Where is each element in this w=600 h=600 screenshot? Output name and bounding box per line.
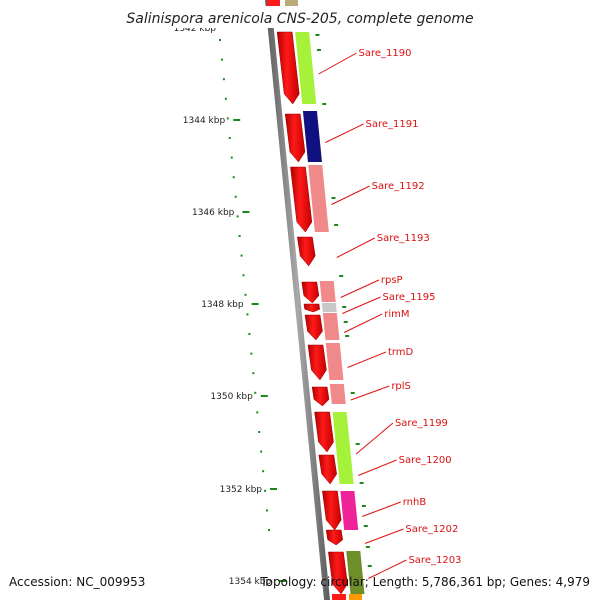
- cds-arrow: [322, 490, 342, 531]
- genome-backbone: [265, 0, 330, 600]
- scale-label: 1350 kbp: [210, 392, 253, 402]
- cds-arrow: [301, 281, 320, 304]
- label-leader: [358, 459, 397, 476]
- function-box: [322, 313, 340, 340]
- function-box: [308, 165, 329, 232]
- cds-arrow: [328, 551, 348, 595]
- label-leader: [318, 52, 357, 75]
- label-leader: [362, 501, 401, 517]
- function-box: [321, 303, 337, 312]
- gene-labels: Sare_1190 Sare_1191 Sare_1192 Sare_1193 rpsP…: [359, 48, 462, 566]
- accession-text: Accession: NC_009953: [9, 575, 145, 589]
- cds-arrow: [318, 454, 337, 485]
- map-title: Salinispora arenicola CNS-205, complete …: [126, 11, 473, 27]
- function-box: [302, 111, 322, 162]
- gene-label[interactable]: Sare_1203: [408, 555, 461, 566]
- scale-label: 1354 kbp: [229, 577, 272, 587]
- cds-arrow: [311, 386, 330, 407]
- scale-label: 1352 kbp: [220, 485, 263, 495]
- top-edge-function-box: [285, 0, 298, 6]
- cds-arrow: [297, 236, 316, 267]
- label-leader: [364, 528, 404, 544]
- label-leader: [340, 279, 380, 298]
- label-leader: [342, 296, 381, 314]
- gene-label[interactable]: Sare_1192: [372, 181, 425, 192]
- function-box: [325, 343, 344, 380]
- label-leader: [355, 422, 394, 455]
- bottom-edge-function-box: [349, 594, 362, 600]
- function-box: [340, 491, 359, 530]
- cds-layer: [276, 31, 348, 595]
- label-leader: [325, 123, 364, 143]
- gene-label[interactable]: Sare_1199: [395, 418, 448, 429]
- label-leaders: [318, 52, 407, 579]
- label-leader: [347, 351, 387, 368]
- bottom-edge-cds: [332, 594, 346, 600]
- gene-label[interactable]: Sare_1202: [405, 524, 458, 535]
- function-box: [332, 412, 354, 484]
- top-edge-genes: [267, 0, 298, 6]
- gene-label[interactable]: rpsP: [381, 275, 403, 286]
- label-leader: [350, 385, 390, 401]
- scale-label: 1344 kbp: [183, 116, 226, 126]
- gene-label[interactable]: Sare_1193: [377, 233, 430, 244]
- function-layer: [295, 32, 365, 594]
- gene-label[interactable]: Sare_1191: [366, 119, 419, 130]
- label-leader: [331, 185, 370, 205]
- cds-arrow: [304, 314, 323, 341]
- title-backdrop: [120, 6, 480, 28]
- topology-text: Topology: circular; Length: 5,786,361 bp…: [259, 575, 590, 589]
- function-box: [346, 551, 365, 594]
- cds-arrow: [325, 529, 343, 546]
- scale-labels: 1342 kbp 1344 kbp 1346 kbp 1348 kbp 1350 kbp…: [174, 24, 287, 587]
- label-leader: [368, 559, 407, 579]
- function-box: [295, 32, 317, 104]
- bottom-edge-genes: [332, 594, 362, 600]
- function-box: [329, 384, 346, 404]
- cds-arrow: [303, 303, 321, 313]
- scale-ticks: [219, 34, 372, 567]
- label-leader: [343, 313, 383, 333]
- cds-arrow: [307, 344, 327, 381]
- cds-arrow: [276, 31, 300, 105]
- gene-label[interactable]: Sare_1190: [359, 48, 412, 59]
- cds-arrow: [290, 166, 313, 233]
- gene-label[interactable]: trmD: [388, 347, 414, 358]
- gene-label[interactable]: rnhB: [403, 497, 427, 508]
- cds-arrow: [284, 113, 306, 163]
- scale-label: 1348 kbp: [201, 300, 244, 310]
- cds-arrow: [314, 411, 334, 453]
- gene-label[interactable]: Sare_1195: [383, 292, 436, 303]
- gene-label[interactable]: rimM: [384, 309, 409, 320]
- gene-label[interactable]: Sare_1200: [399, 455, 452, 466]
- top-edge-cds: [267, 0, 280, 6]
- label-leader: [336, 237, 375, 258]
- backbone-track: [265, 0, 330, 600]
- function-box: [319, 281, 336, 302]
- gene-label[interactable]: rplS: [391, 381, 411, 392]
- scale-label: 1342 kbp: [174, 24, 217, 34]
- scale-label: 1346 kbp: [192, 208, 235, 218]
